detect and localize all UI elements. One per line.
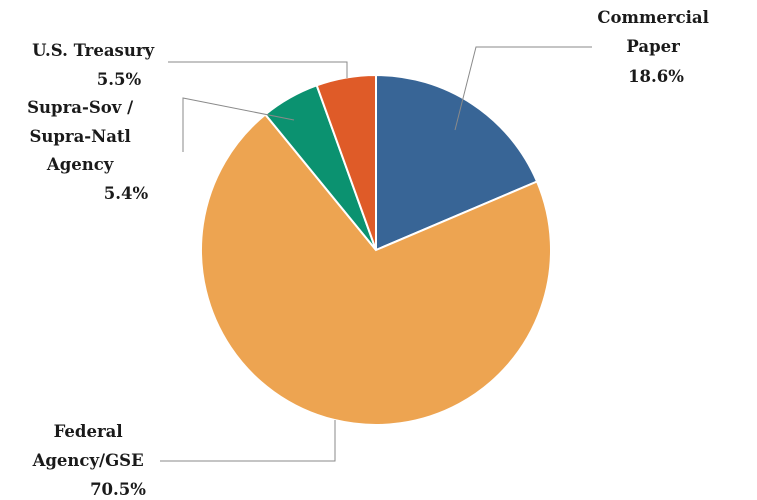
pie-slice-commercial-paper: [375, 73, 539, 252]
pie-slice-u-s-treasury: [315, 73, 377, 251]
label-commercial-paper: Commercial Paper 18.6%: [597, 8, 714, 86]
pie-slices: [200, 73, 552, 426]
label-us-treasury: U.S. Treasury 5.5%: [32, 41, 160, 89]
label-commercial-paper-value: 18.6%: [628, 67, 684, 86]
label-commercial-paper-line-2: Paper: [626, 37, 680, 56]
leader-line-us-treasury: [168, 61, 348, 78]
leader-line-supra-sov: [182, 97, 295, 152]
label-federal-agency-line-1: Federal: [54, 422, 123, 441]
label-us-treasury-line-1: U.S. Treasury: [32, 41, 154, 60]
leader-line-commercial-paper: [454, 46, 592, 131]
pie-slice-federal-agency-gse: [200, 113, 552, 426]
label-federal-agency: Federal Agency/GSE 70.5%: [32, 422, 150, 499]
label-commercial-paper-line-1: Commercial: [597, 8, 709, 27]
label-federal-agency-line-2: Agency/GSE: [32, 451, 144, 470]
label-supra-sov-line-1: Supra-Sov /: [27, 98, 134, 117]
label-supra-sov-line-3: Agency: [46, 155, 114, 174]
label-us-treasury-value: 5.5%: [97, 70, 142, 89]
leader-lines: [160, 46, 592, 462]
label-supra-sov-value: 5.4%: [104, 184, 149, 203]
leader-line-federal-agency: [160, 420, 336, 462]
label-federal-agency-value: 70.5%: [90, 480, 146, 499]
label-supra-sov-line-2: Supra-Natl: [29, 127, 130, 146]
label-supra-sov: Supra-Sov / Supra-Natl Agency 5.4%: [27, 98, 148, 203]
